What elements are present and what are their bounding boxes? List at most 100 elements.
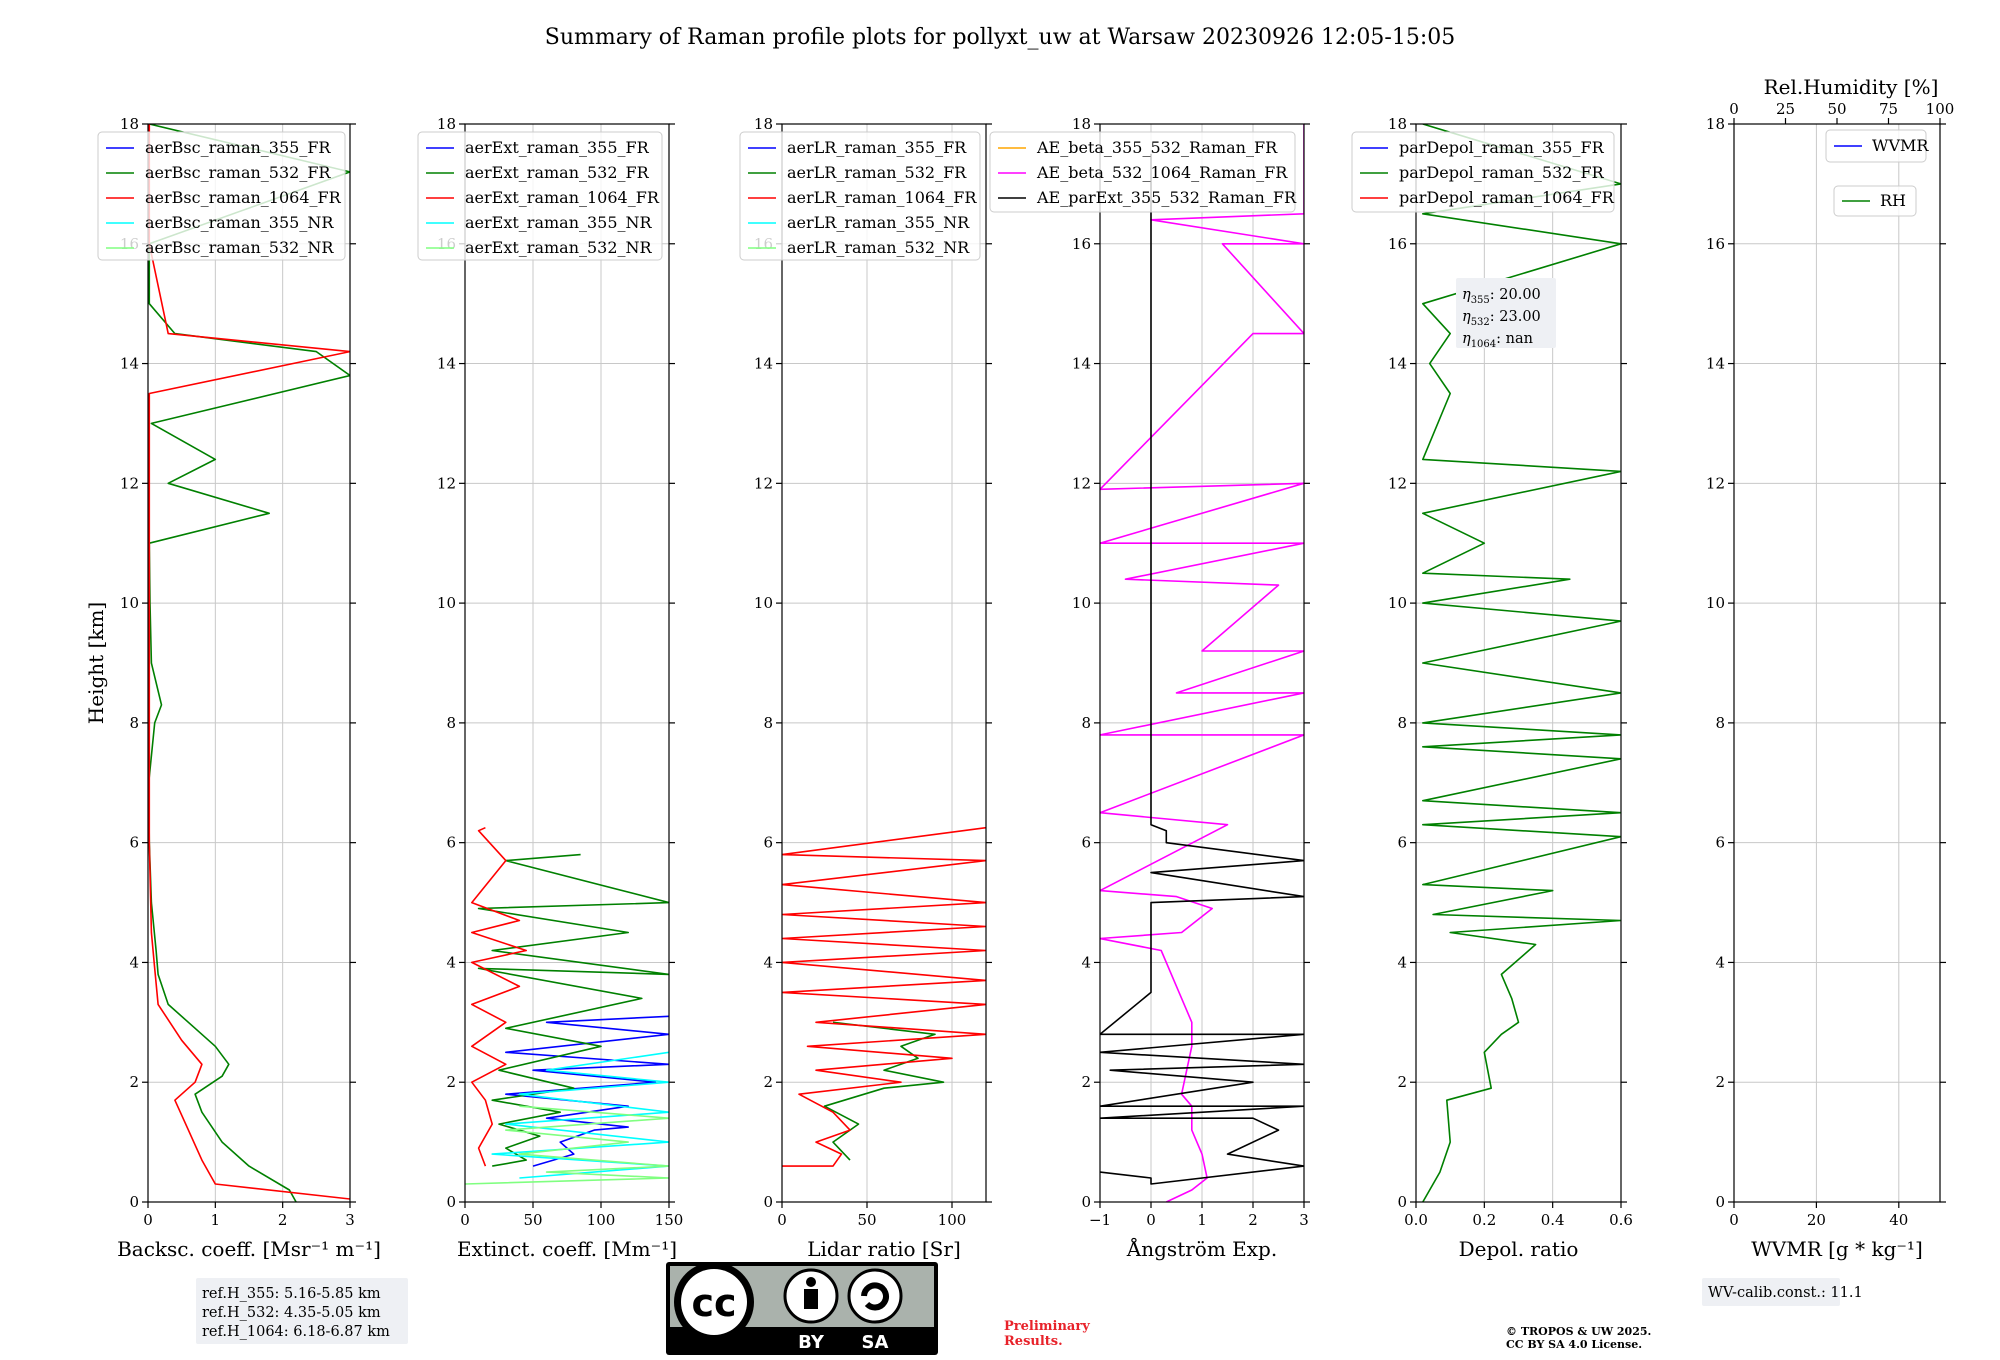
xtick-label: 0 [777,1211,787,1229]
ytick-label: 14 [437,355,456,373]
ytick-label: 10 [437,594,456,612]
ref-height-532: ref.H_532: 4.35-5.05 km [202,1305,381,1321]
series-group [465,826,669,1185]
ytick-label: 12 [120,474,139,492]
series-group [148,124,350,1202]
ytick-label: 6 [446,834,456,852]
x-axis-label: Extinct. coeff. [Mm⁻¹] [457,1237,677,1261]
legend-entry: aerExt_raman_355_FR [465,138,650,157]
ytick-label: 4 [763,953,773,971]
legend-entry: RH [1880,191,1906,210]
ytick-label: 0 [129,1193,139,1211]
ref-height-355: ref.H_355: 5.16-5.85 km [202,1286,381,1302]
series-line-parDepol_raman_532_FR [1422,124,1621,1202]
x2-axis-label: Rel.Humidity [%] [1764,75,1939,99]
legend-entry: parDepol_raman_1064_FR [1399,188,1615,207]
preliminary-line1: Preliminary [1004,1319,1090,1334]
series-group [782,826,986,1167]
series-line-AE_parExt_355_532_Raman_FR [1100,153,1304,1185]
xtick-label: 0.6 [1609,1211,1633,1229]
series-line-AE_beta_532_1064_Raman_FR [1100,124,1304,1202]
eta-value: η1064: nan [1462,331,1533,350]
copyright-line1: © TROPOS & UW 2025. [1506,1325,1651,1338]
series-line-aerExt_raman_355_NR [491,1051,669,1179]
series-line-aerLR_raman_532_FR [823,1021,945,1161]
series-line-aerBsc_raman_1064_FR [148,124,350,1200]
series-line-aerExt_raman_1064_FR [471,826,527,1167]
legend-rh: RH [1833,185,1917,217]
series-line-aerLR_raman_1064_FR [782,826,986,1167]
preliminary-line2: Results. [1004,1334,1063,1349]
figure-title: Summary of Raman profile plots for polly… [545,25,1455,50]
xtick-label: −1 [1089,1211,1111,1229]
eta-value: η532: 23.00 [1462,309,1541,328]
x-axis-label: Depol. ratio [1459,1237,1579,1261]
xtick-label: 0.2 [1472,1211,1496,1229]
ytick-label: 0 [446,1193,456,1211]
eta-annotation-box: η355: 20.00 η532: 23.00 η1064: nan [1456,278,1556,350]
ytick-label: 10 [1388,594,1407,612]
ytick-label: 16 [1072,235,1091,253]
wv-calibration-constant: WV-calib.const.: 11.1 [1708,1285,1863,1301]
x2tick-label: 50 [1827,100,1846,118]
axes-frame [781,123,987,1203]
legend-entry: AE_beta_355_532_Raman_FR [1036,138,1278,157]
legend-dep: parDepol_raman_355_FR parDepol_raman_532_… [1351,131,1615,213]
xtick-label: 0.4 [1541,1211,1565,1229]
ytick-label: 8 [1715,714,1725,732]
ref-height-1064: ref.H_1064: 6.18-6.87 km [202,1324,390,1340]
ytick-label: 18 [120,115,139,133]
x2tick-label: 0 [1729,100,1739,118]
ytick-label: 18 [754,115,773,133]
ytick-label: 10 [754,594,773,612]
ytick-label: 16 [1388,235,1407,253]
xtick-label: 0 [143,1211,153,1229]
eta-value: η355: 20.00 [1462,287,1541,306]
series-line-aerExt_raman_532_FR [477,853,669,1167]
panel-ext: 024681012141618050100150Extinct. coeff. … [417,115,683,1261]
legend-entry: aerExt_raman_532_FR [465,163,650,182]
legend-entry: aerLR_raman_532_FR [787,163,967,182]
ytick-label: 14 [754,355,773,373]
x2tick-label: 100 [1926,100,1955,118]
ytick-label: 6 [1397,834,1407,852]
legend-entry: aerLR_raman_1064_FR [787,188,977,207]
ytick-label: 12 [437,474,456,492]
ytick-label: 2 [129,1073,139,1091]
xtick-label: 2 [1248,1211,1258,1229]
axes-frame [1415,123,1622,1203]
ytick-label: 4 [1397,953,1407,971]
axes-frame [1733,123,1941,1203]
ytick-label: 14 [1388,355,1407,373]
legend-entry: parDepol_raman_355_FR [1399,138,1605,157]
xtick-label: 40 [1889,1211,1908,1229]
series-group [1422,124,1621,1202]
xtick-label: 2 [278,1211,288,1229]
ytick-label: 10 [1072,594,1091,612]
xtick-label: 0 [1729,1211,1739,1229]
xtick-label: 1 [1197,1211,1207,1229]
series-group [1100,124,1304,1202]
legend-entry: parDepol_raman_532_FR [1399,163,1605,182]
copyright-line2: CC BY SA 4.0 License. [1506,1338,1642,1351]
xtick-label: 100 [587,1211,616,1229]
panel-dep: 0 2 4 6 8 10 12 14 16 18 0.0 0.2 0.4 0.6 Depol. ratio p… [1351,115,1633,1261]
ytick-label: 8 [763,714,773,732]
ytick-label: 0 [1715,1193,1725,1211]
legend-entry: WVMR [1872,136,1929,155]
y-axis-label: Height [km] [84,602,108,724]
xtick-label: 0 [460,1211,470,1229]
ytick-label: 10 [120,594,139,612]
cc-logo-text: cc [691,1281,736,1325]
ytick-label: 4 [1081,953,1091,971]
ytick-label: 4 [1715,953,1725,971]
xtick-label: 0.0 [1404,1211,1428,1229]
xtick-label: 0 [1146,1211,1156,1229]
ytick-label: 8 [1081,714,1091,732]
ytick-label: 14 [120,355,139,373]
legend-entry: aerBsc_raman_532_FR [145,163,331,182]
ytick-label: 12 [1706,474,1725,492]
legend-entry: aerBsc_raman_355_FR [145,138,331,157]
